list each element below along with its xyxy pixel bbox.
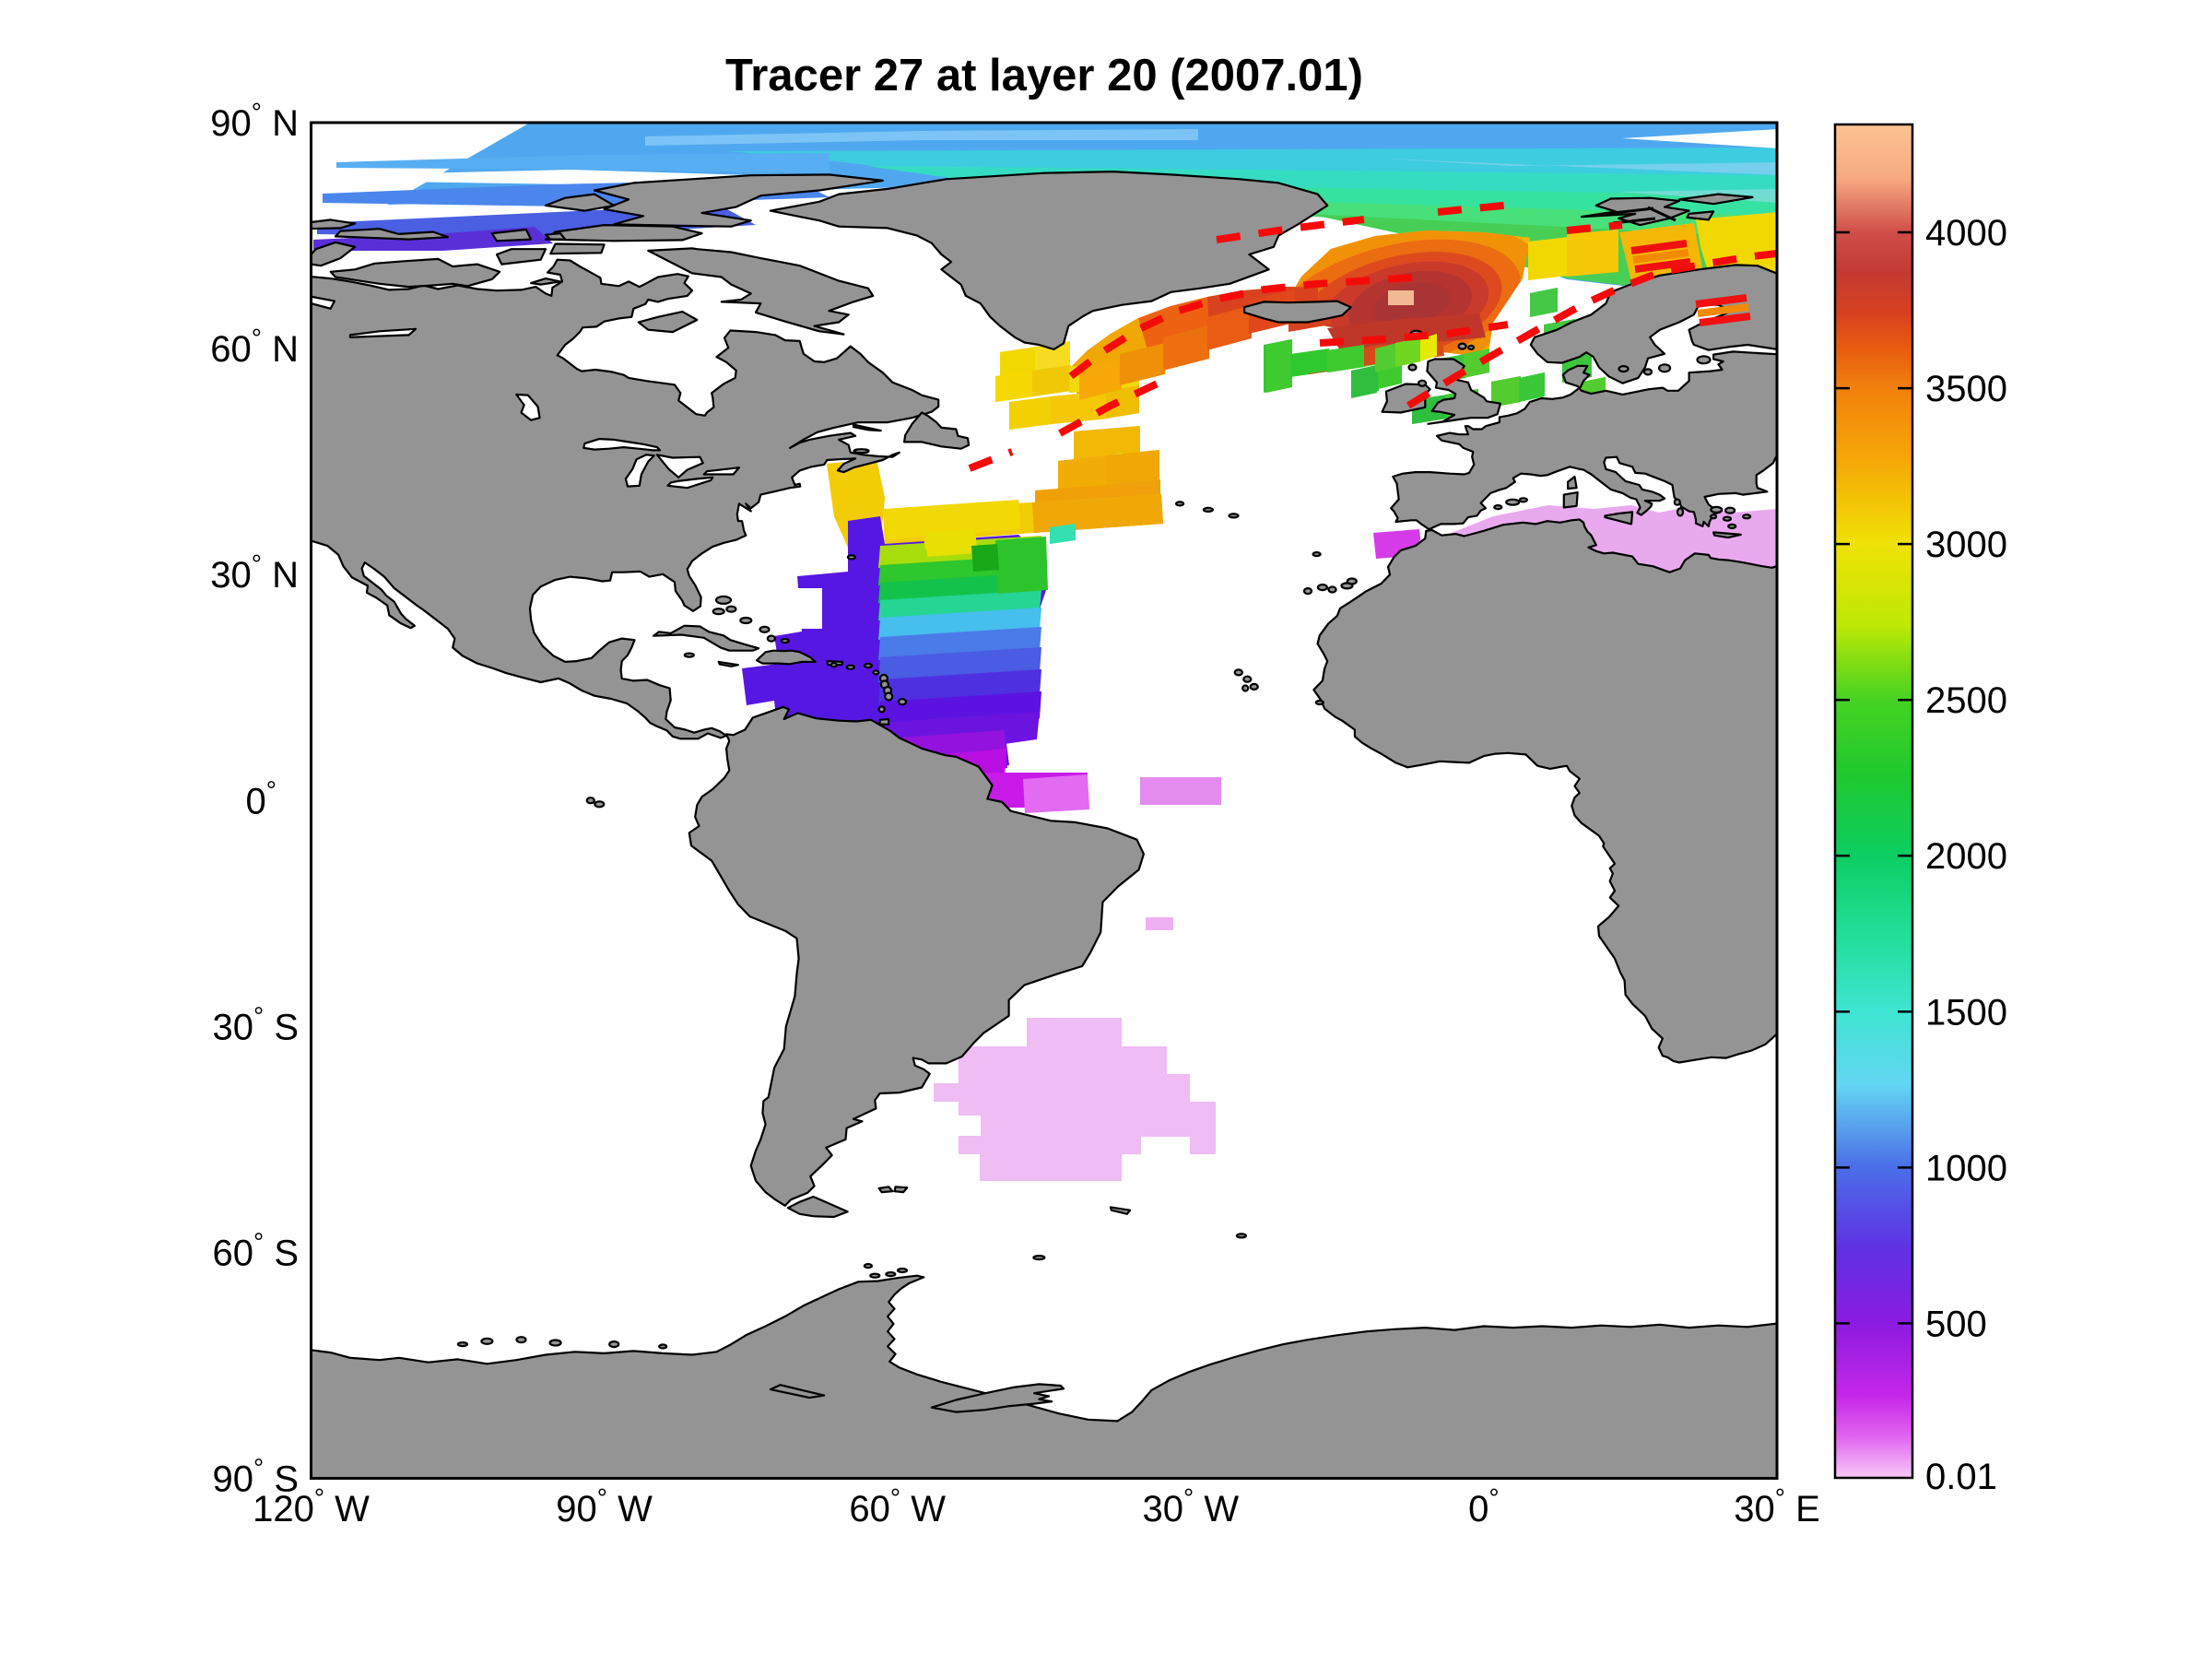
svg-text:1500: 1500 xyxy=(1925,992,2007,1033)
svg-text:120° W: 120° W xyxy=(253,1483,370,1529)
svg-text:Tracer 27 at layer 20 (2007.01: Tracer 27 at layer 20 (2007.01) xyxy=(725,51,1363,100)
svg-text:90° N: 90° N xyxy=(210,98,299,144)
svg-text:30° E: 30° E xyxy=(1734,1483,1820,1529)
svg-text:3500: 3500 xyxy=(1925,369,2007,409)
svg-text:500: 500 xyxy=(1925,1304,1987,1344)
svg-text:1000: 1000 xyxy=(1925,1148,2007,1188)
svg-text:2000: 2000 xyxy=(1925,836,2007,877)
svg-text:0°: 0° xyxy=(1468,1483,1499,1529)
svg-text:3000: 3000 xyxy=(1925,525,2007,565)
svg-text:2500: 2500 xyxy=(1925,680,2007,721)
svg-text:0.01: 0.01 xyxy=(1925,1457,1997,1497)
svg-text:90° S: 90° S xyxy=(213,1454,300,1500)
svg-text:30° N: 30° N xyxy=(210,549,299,596)
svg-text:4000: 4000 xyxy=(1925,213,2007,254)
